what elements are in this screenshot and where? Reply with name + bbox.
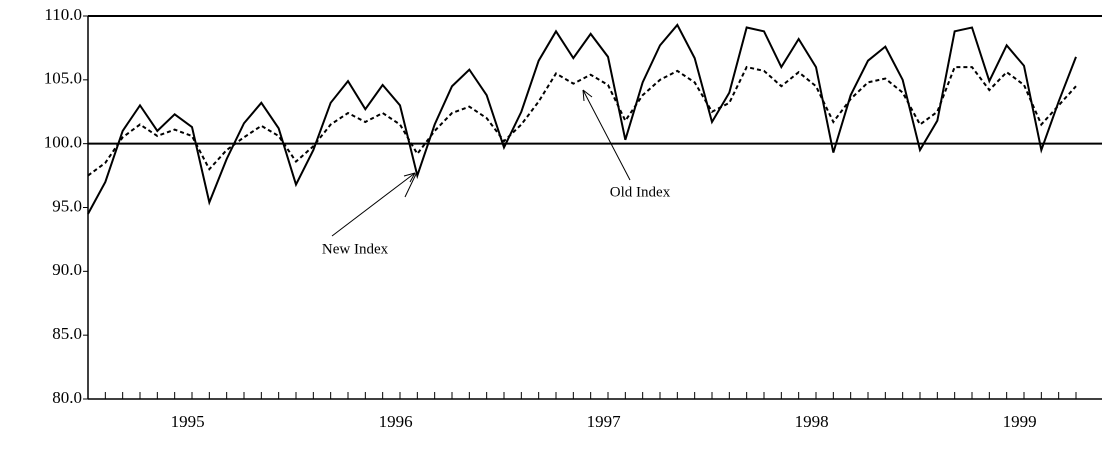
arrowhead xyxy=(403,172,416,183)
annotation: Old Index xyxy=(610,184,671,200)
x-tick-label: 1998 xyxy=(795,412,829,431)
annotation-arrows xyxy=(331,89,631,237)
arrow xyxy=(404,171,418,198)
annotation: New Index xyxy=(322,241,389,257)
x-tick-label: 1997 xyxy=(587,412,622,431)
arrow xyxy=(582,89,631,181)
y-tick-label: 110.0 xyxy=(44,5,82,24)
y-tick-label: 100.0 xyxy=(44,133,82,152)
y-tick-label: 95.0 xyxy=(52,196,82,215)
series-line xyxy=(87,65,1077,177)
x-tick-label: 1995 xyxy=(171,412,205,431)
series-line xyxy=(87,23,1077,215)
x-tick-label: 1996 xyxy=(379,412,413,431)
x-tick-label: 1999 xyxy=(1003,412,1037,431)
y-tick-label: 105.0 xyxy=(44,69,82,88)
arrow xyxy=(331,172,416,237)
y-tick-label: 90.0 xyxy=(52,260,82,279)
arrowhead xyxy=(582,89,593,102)
y-tick-label: 85.0 xyxy=(52,324,82,343)
y-tick-label: 80.0 xyxy=(52,388,82,407)
